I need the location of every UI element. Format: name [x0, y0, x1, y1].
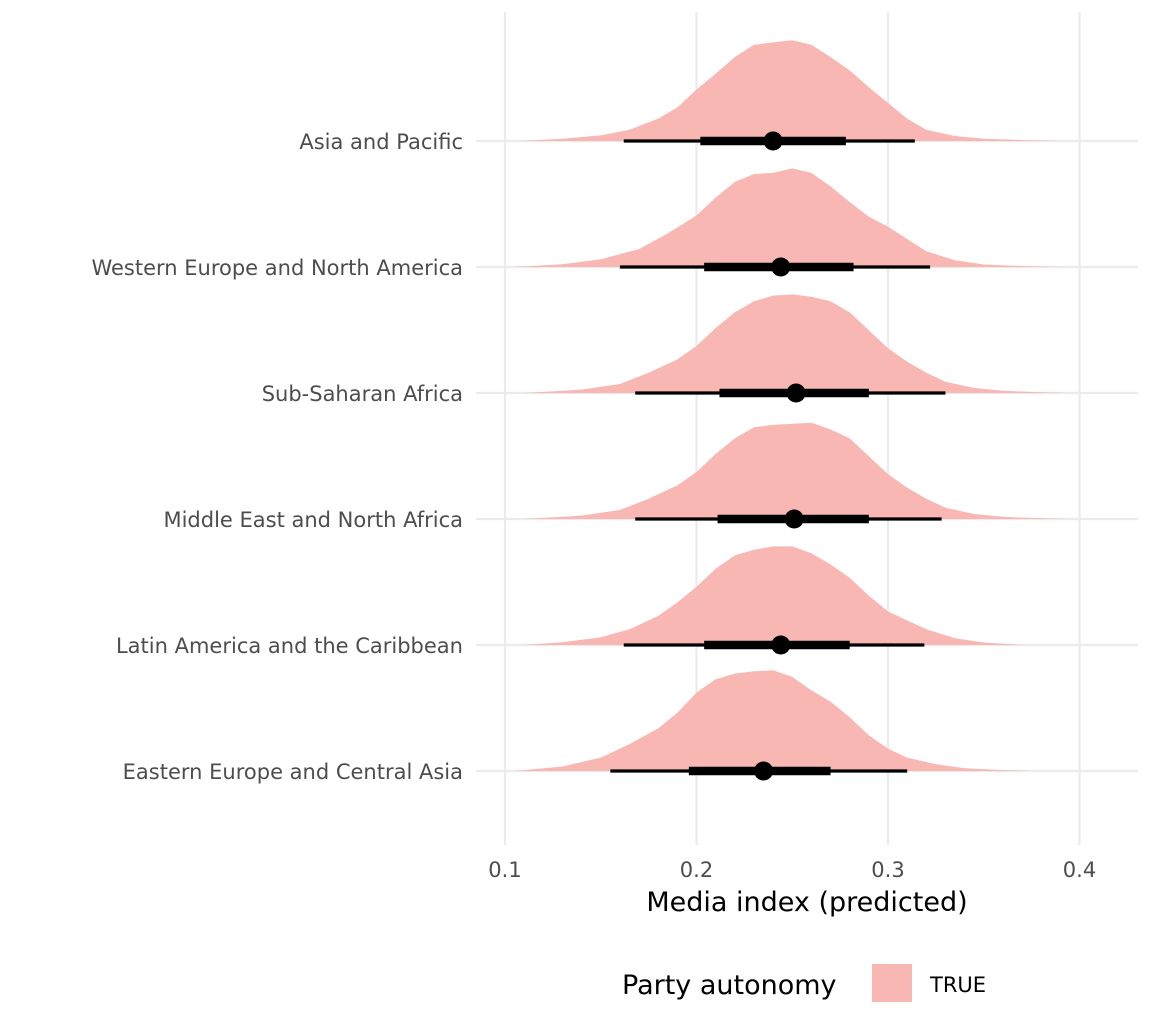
x-tick-label-2: 0.3 — [871, 858, 904, 882]
legend-label-true: TRUE — [929, 973, 986, 997]
category-label-0: Asia and Pacific — [299, 130, 463, 154]
median-point-3 — [784, 509, 804, 529]
interval-layer — [610, 131, 946, 781]
density-4 — [524, 546, 1023, 645]
category-label-1: Western Europe and North America — [91, 256, 463, 280]
density-5 — [514, 670, 1032, 771]
median-point-1 — [771, 257, 791, 277]
category-labels: Asia and Pacific Western Europe and North… — [91, 130, 463, 784]
density-0 — [520, 40, 1061, 142]
density-3 — [524, 422, 1070, 519]
median-point-4 — [771, 635, 791, 655]
category-label-4: Latin America and the Caribbean — [116, 634, 463, 658]
density-1 — [514, 168, 1061, 267]
density-layer — [514, 40, 1070, 771]
median-point-2 — [786, 383, 806, 403]
x-tick-label-1: 0.2 — [680, 858, 713, 882]
legend-swatch-true — [872, 964, 912, 1002]
x-tick-label-3: 0.4 — [1063, 858, 1096, 882]
x-axis-title: Media index (predicted) — [646, 887, 967, 918]
density-2 — [524, 294, 1070, 393]
x-tick-labels: 0.1 0.2 0.3 0.4 — [488, 858, 1096, 882]
median-point-5 — [754, 761, 774, 781]
category-label-5: Eastern Europe and Central Asia — [123, 760, 463, 784]
legend: Party autonomy TRUE — [622, 964, 986, 1002]
category-label-3: Middle East and North Africa — [163, 508, 463, 532]
category-label-2: Sub-Saharan Africa — [262, 382, 463, 406]
x-tick-label-0: 0.1 — [488, 858, 521, 882]
median-point-0 — [763, 131, 783, 151]
legend-title: Party autonomy — [622, 970, 837, 1001]
